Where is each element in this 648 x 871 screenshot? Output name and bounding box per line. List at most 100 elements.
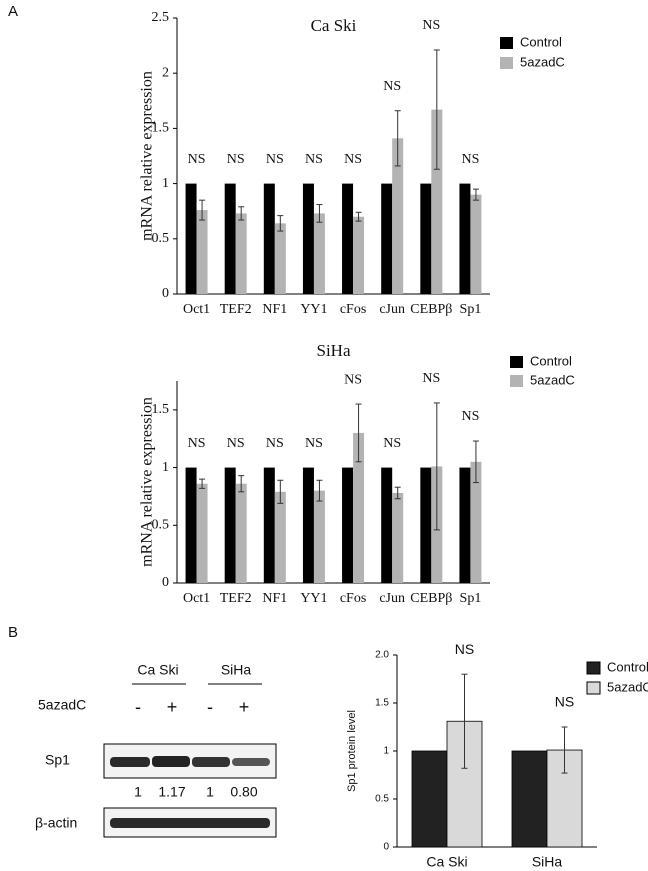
y-tick-label: 1.5: [152, 121, 170, 136]
annotation: NS: [422, 371, 440, 386]
annotation: NS: [344, 152, 362, 167]
quantification: 1.17: [158, 784, 185, 800]
bar: [313, 213, 325, 294]
legend-swatch: [586, 681, 601, 695]
x-tick-label: cFos: [340, 302, 366, 317]
bar: [224, 467, 236, 583]
bar: [353, 216, 365, 294]
bar: [459, 467, 471, 583]
y-tick-label: 1.5: [375, 698, 389, 709]
error-bar: [394, 110, 401, 167]
annotation: NS: [188, 436, 206, 451]
x-tick-label: Oct1: [183, 591, 210, 606]
annotation: NS: [188, 152, 206, 167]
legend-label: 5azadC: [520, 54, 565, 69]
error-bar: [355, 403, 362, 463]
annotation: NS: [383, 436, 401, 451]
y-axis-label: mRNA relative expression: [139, 397, 156, 567]
band: [152, 756, 190, 767]
annotation: NS: [227, 436, 245, 451]
annotation: NS: [266, 152, 284, 167]
x-tick-label: NF1: [262, 302, 287, 317]
bar: [381, 467, 393, 583]
x-tick-label: Sp1: [460, 302, 482, 317]
chart: Ca Ski mRNA relative expression 0 0.5 1 1.5 2 2…: [139, 10, 565, 317]
annotation: NS: [555, 694, 574, 710]
chart: Sp1 protein level 0 0.5 1 1.5 2.0 Ca Ski NS SiHa…: [346, 641, 648, 870]
y-tick-label: 2: [162, 65, 169, 80]
y-tick-label: 2.5: [152, 10, 170, 25]
x-tick-label: YY1: [300, 302, 327, 317]
bar: [470, 194, 482, 294]
treatment-sign: +: [167, 697, 178, 717]
bar: [511, 750, 548, 848]
y-tick-label: 0.5: [152, 518, 170, 533]
legend-swatch: [586, 661, 601, 675]
error-bar: [277, 215, 284, 232]
y-tick-label: 1: [162, 176, 169, 191]
bar: [274, 491, 286, 583]
x-tick-label: YY1: [300, 591, 327, 606]
x-tick-label: Oct1: [183, 302, 210, 317]
quantification: 1: [134, 784, 142, 800]
band: [192, 757, 230, 767]
protein-label: Sp1: [45, 752, 70, 768]
band: [232, 758, 270, 766]
y-axis-label: mRNA relative expression: [139, 71, 156, 241]
y-tick-label: 2.0: [375, 650, 389, 661]
x-tick-label: Ca Ski: [426, 854, 467, 870]
error-bar: [394, 486, 401, 500]
x-tick-label: CEBPβ: [410, 591, 452, 606]
error-bar: [316, 479, 323, 502]
x-tick-label: SiHa: [532, 854, 563, 870]
legend-swatch: [510, 356, 523, 368]
annotation: NS: [344, 372, 362, 387]
bar: [196, 483, 208, 583]
y-tick-label: 1: [383, 746, 389, 757]
x-tick-label: CEBPβ: [410, 302, 452, 317]
annotation: NS: [266, 436, 284, 451]
annotation: NS: [461, 152, 479, 167]
x-tick-label: cJun: [379, 591, 405, 606]
y-axis-label: Sp1 protein level: [346, 710, 358, 792]
annotation: NS: [305, 152, 323, 167]
cell-line-label: Ca Ski: [137, 662, 178, 678]
error-bar: [433, 49, 440, 170]
chart-title: SiHa: [317, 341, 351, 360]
bar: [342, 467, 354, 583]
annotation: NS: [455, 641, 474, 657]
protein-label: β-actin: [35, 815, 77, 831]
error-bar: [472, 188, 479, 201]
error-bar: [199, 478, 206, 489]
error-bar: [316, 204, 323, 223]
x-tick-label: NF1: [262, 591, 287, 606]
bar: [470, 461, 482, 583]
treatment-sign: -: [207, 697, 213, 717]
error-bar: [433, 402, 440, 531]
error-bar: [461, 673, 468, 769]
western-blot: Ca Ski SiHa 5azadC - + - + Sp1 1 1.17 1 …: [35, 662, 277, 838]
y-tick-label: 1: [162, 460, 169, 475]
band: [110, 757, 150, 767]
y-tick-label: 0: [383, 842, 389, 853]
bar: [392, 492, 404, 583]
bar: [185, 467, 197, 583]
bar: [420, 183, 432, 294]
chart-title: Ca Ski: [311, 16, 357, 35]
x-tick-label: TEF2: [220, 302, 252, 317]
treatment-label: 5azadC: [38, 697, 86, 713]
bar: [459, 183, 471, 294]
y-tick-label: 0.5: [375, 794, 389, 805]
legend-label: Control: [607, 659, 648, 674]
legend-swatch: [500, 37, 513, 49]
bar: [342, 183, 354, 294]
bar: [392, 138, 404, 294]
error-bar: [472, 440, 479, 484]
x-tick-label: TEF2: [220, 591, 252, 606]
band: [110, 818, 270, 828]
annotation: NS: [461, 409, 479, 424]
x-tick-label: cFos: [340, 591, 366, 606]
y-tick-label: 0: [162, 286, 169, 301]
